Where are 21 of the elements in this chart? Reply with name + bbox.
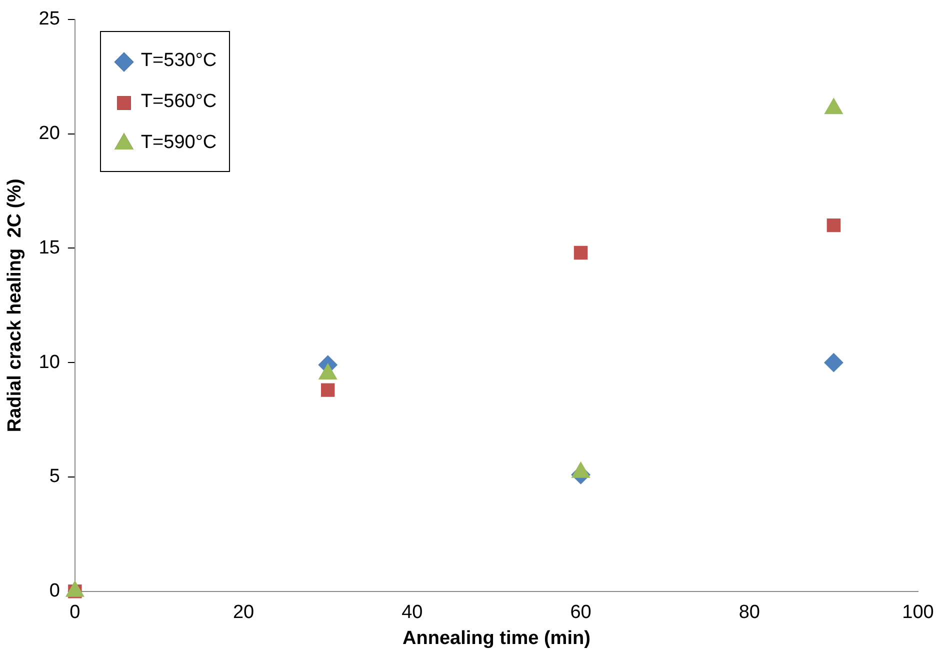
- point: [320, 383, 335, 397]
- y-axis-title: Radial crack healing 2C (%): [4, 178, 26, 432]
- x-tick-label: 100: [902, 602, 934, 624]
- point: [824, 353, 844, 372]
- y-tick-label: 10: [38, 352, 60, 373]
- y-tick-label: 5: [49, 466, 60, 488]
- y-tick-label: 0: [49, 580, 60, 602]
- point: [826, 218, 841, 232]
- y-tick-label: 20: [38, 123, 60, 144]
- legend-label: T=560°C: [140, 90, 217, 113]
- legend-label: T=530°C: [140, 50, 217, 72]
- x-axis-title: Annealing time (min): [402, 628, 590, 649]
- x-tick-label: 0: [70, 602, 80, 624]
- y-tick-label: 25: [38, 8, 60, 30]
- y-tick-label: 15: [38, 237, 60, 258]
- x-tick-label: 60: [570, 602, 592, 624]
- point: [574, 246, 588, 260]
- x-tick-label: 20: [232, 602, 254, 624]
- x-tick-label: 40: [402, 602, 423, 624]
- legend-label: T=590°C: [140, 132, 217, 154]
- x-tick-label: 80: [738, 602, 760, 624]
